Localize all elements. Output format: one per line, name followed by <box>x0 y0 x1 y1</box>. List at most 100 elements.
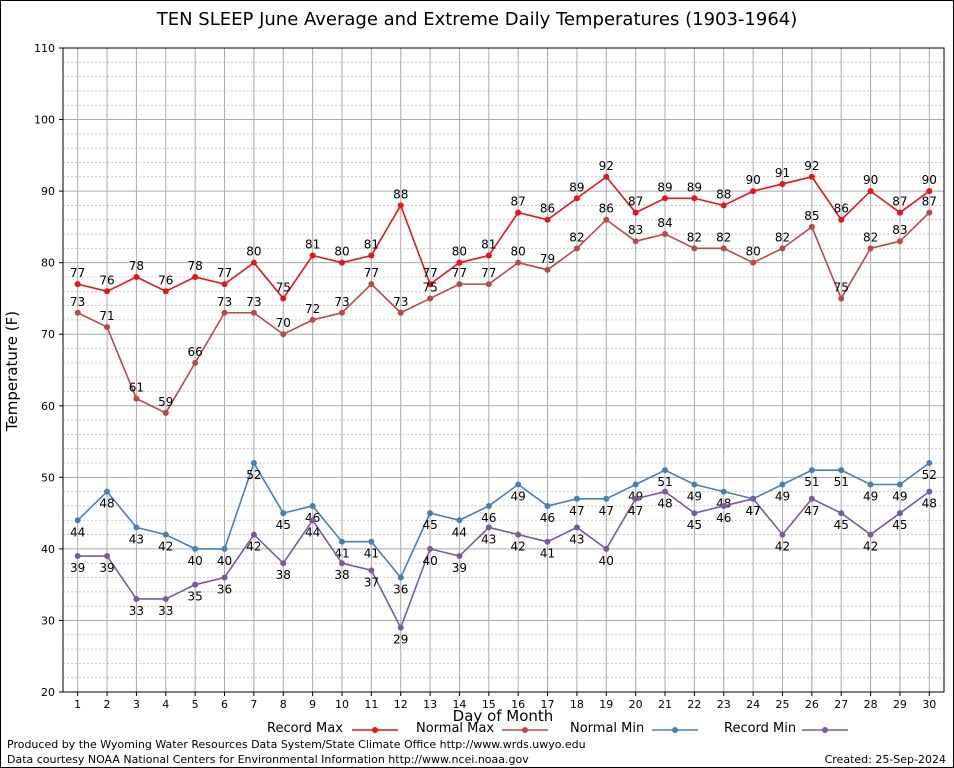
x-tick-label: 3 <box>133 698 140 711</box>
data-point <box>662 488 669 495</box>
data-point <box>544 266 551 273</box>
data-point <box>368 567 375 574</box>
data-label: 48 <box>922 497 937 511</box>
data-label: 47 <box>745 504 760 518</box>
y-tick-label: 40 <box>41 543 55 556</box>
data-label: 79 <box>540 252 555 266</box>
data-point <box>750 259 757 266</box>
data-point <box>896 510 903 517</box>
data-label: 85 <box>804 209 819 223</box>
data-point <box>162 531 169 538</box>
data-label: 88 <box>393 187 408 201</box>
data-label: 73 <box>70 295 85 309</box>
data-point <box>808 223 815 230</box>
data-label: 47 <box>804 504 819 518</box>
data-point <box>104 324 111 331</box>
data-label: 88 <box>716 187 731 201</box>
data-label: 52 <box>922 468 937 482</box>
data-label: 75 <box>422 280 437 294</box>
data-label: 90 <box>863 173 878 187</box>
data-point <box>162 288 169 295</box>
legend-label-record-min: Record Min <box>724 721 797 736</box>
data-point <box>603 173 610 180</box>
data-point <box>838 510 845 517</box>
data-label: 37 <box>364 575 379 589</box>
x-tick-label: 8 <box>280 698 287 711</box>
footer-data-source: Data courtesy NOAA National Centers for … <box>7 753 529 766</box>
data-point <box>544 538 551 545</box>
y-tick-label: 110 <box>34 42 55 55</box>
data-label: 51 <box>804 475 819 489</box>
data-point <box>104 288 111 295</box>
data-point <box>192 273 199 280</box>
chart-title: TEN SLEEP June Average and Extreme Daily… <box>156 9 798 30</box>
data-label: 42 <box>246 540 261 554</box>
data-point <box>250 309 257 316</box>
data-point <box>309 316 316 323</box>
data-label: 80 <box>246 245 261 259</box>
data-label: 42 <box>511 540 526 554</box>
legend-label-record-max: Record Max <box>267 721 343 736</box>
data-label: 89 <box>657 180 672 194</box>
data-point <box>603 495 610 502</box>
data-label: 43 <box>569 532 584 546</box>
data-label: 81 <box>305 238 320 252</box>
x-tick-label: 25 <box>775 698 789 711</box>
data-point <box>573 245 580 252</box>
data-label: 89 <box>687 180 702 194</box>
x-tick-label: 2 <box>104 698 111 711</box>
series-line-0 <box>77 175 930 300</box>
data-label: 43 <box>129 532 144 546</box>
data-label: 75 <box>276 280 291 294</box>
data-label: 70 <box>276 316 291 330</box>
data-label: 89 <box>569 180 584 194</box>
data-point <box>192 581 199 588</box>
data-point <box>867 531 874 538</box>
x-tick-label: 30 <box>922 698 936 711</box>
x-tick-label: 20 <box>629 698 643 711</box>
data-label: 49 <box>687 489 702 503</box>
data-point <box>926 460 933 467</box>
data-point <box>280 331 287 338</box>
footer-created-date: Created: 25-Sep-2024 <box>824 753 946 766</box>
data-point <box>779 180 786 187</box>
y-tick-label: 70 <box>41 328 55 341</box>
data-label: 73 <box>393 295 408 309</box>
x-tick-label: 29 <box>893 698 907 711</box>
data-label: 61 <box>129 381 144 395</box>
data-point <box>867 481 874 488</box>
data-label: 42 <box>863 540 878 554</box>
x-tick-label: 28 <box>864 698 878 711</box>
data-label: 49 <box>863 489 878 503</box>
data-point <box>133 395 140 402</box>
x-tick-label: 10 <box>335 698 349 711</box>
y-tick-label: 90 <box>41 185 55 198</box>
data-label: 73 <box>217 295 232 309</box>
data-label: 33 <box>129 604 144 618</box>
data-point <box>573 495 580 502</box>
data-point <box>250 531 257 538</box>
data-point <box>368 252 375 259</box>
legend-swatch-normal-min <box>652 727 698 733</box>
data-label: 36 <box>393 583 408 597</box>
data-label: 87 <box>628 195 643 209</box>
series-line-3 <box>77 490 930 630</box>
legend-swatch-record-min <box>802 727 848 733</box>
data-point <box>926 209 933 216</box>
data-label: 77 <box>422 266 437 280</box>
data-point <box>867 245 874 252</box>
y-tick-label: 80 <box>41 257 55 270</box>
data-label: 45 <box>892 518 907 532</box>
data-label: 66 <box>188 345 203 359</box>
data-label: 77 <box>70 266 85 280</box>
data-label: 43 <box>481 532 496 546</box>
data-point <box>544 502 551 509</box>
data-point <box>926 488 933 495</box>
data-label: 45 <box>834 518 849 532</box>
data-point <box>427 510 434 517</box>
x-tick-label: 5 <box>192 698 199 711</box>
data-label: 75 <box>834 280 849 294</box>
data-point <box>221 545 228 552</box>
data-point <box>720 202 727 209</box>
